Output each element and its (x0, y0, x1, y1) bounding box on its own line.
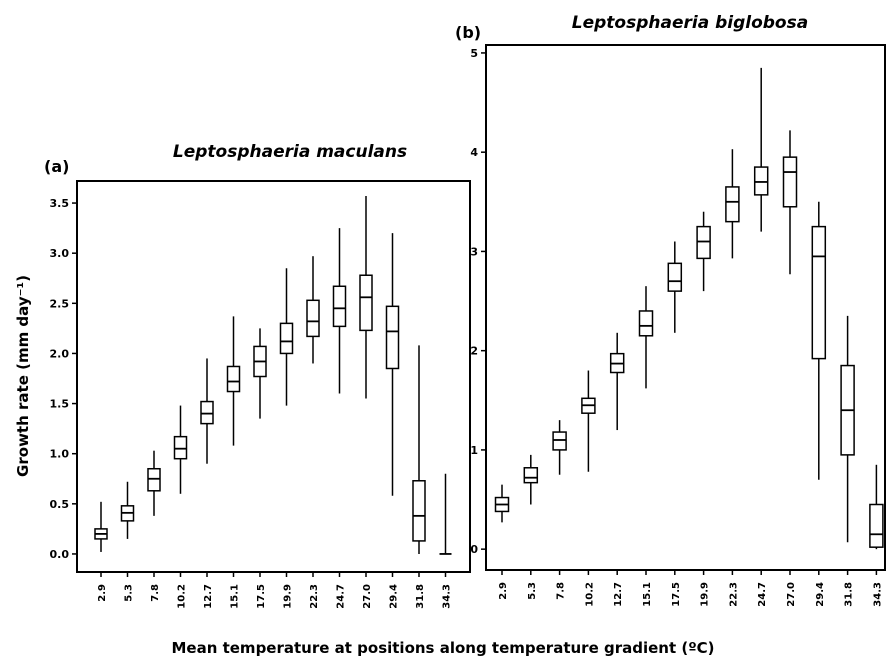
box (753, 166, 769, 196)
box (306, 299, 320, 338)
x-tick-label: 24.7 (336, 584, 347, 609)
y-tick-label: 1.5 (50, 398, 70, 411)
plot-frame (485, 44, 886, 571)
x-tick-label: 22.3 (309, 584, 320, 609)
box (332, 285, 347, 328)
box (147, 467, 161, 492)
x-tick-label: 31.8 (415, 584, 426, 609)
y-tick-label: 2.0 (50, 347, 70, 360)
x-tick-label: 2.9 (97, 584, 108, 602)
x-tick-label: 7.8 (556, 582, 567, 600)
panel-label: (b) (455, 23, 481, 42)
y-tick-label: 3.5 (50, 197, 70, 210)
x-tick-label: 5.3 (527, 582, 538, 600)
box (552, 431, 567, 451)
x-tick-label: 5.3 (124, 584, 135, 602)
x-tick-label: 31.8 (844, 582, 855, 607)
box (638, 310, 654, 337)
x-tick-label: 27.0 (786, 582, 797, 607)
x-tick-label: 10.2 (584, 582, 595, 607)
box (279, 322, 294, 355)
x-tick-label: 2.9 (498, 582, 509, 600)
panel-label: (a) (44, 157, 69, 176)
box (200, 400, 214, 425)
y-tick-label: 0.5 (50, 498, 70, 511)
box (782, 156, 798, 208)
y-tick-label: 5 (470, 47, 478, 60)
y-tick-label: 2.5 (50, 297, 70, 310)
y-tick-label: 2 (470, 345, 478, 358)
x-tick-label: 29.4 (389, 584, 400, 609)
box (226, 365, 241, 393)
x-tick-label: 27.0 (362, 584, 373, 609)
x-tick-label: 15.1 (642, 582, 653, 607)
plot-frame (76, 180, 471, 573)
x-tick-label: 19.9 (700, 582, 711, 607)
x-tick-label: 24.7 (757, 582, 768, 607)
x-tick-label: 34.3 (872, 582, 883, 607)
chart-title: Leptosphaeria biglobosa (572, 13, 808, 33)
y-tick-label: 3 (470, 245, 478, 258)
x-tick-label: 19.9 (283, 584, 294, 609)
box (359, 274, 373, 332)
y-tick-label: 4 (470, 146, 478, 159)
x-tick-label: 17.5 (671, 582, 682, 607)
y-tick-label: 0.0 (50, 548, 70, 561)
y-tick-label: 0 (470, 543, 478, 556)
box (811, 225, 827, 360)
box (173, 435, 188, 460)
x-tick-label: 34.3 (442, 584, 453, 609)
box (696, 225, 711, 260)
chart-title: Leptosphaeria maculans (173, 142, 407, 162)
x-tick-label: 7.8 (150, 584, 161, 602)
box (869, 503, 884, 548)
box (385, 305, 400, 370)
x-tick-label: 15.1 (230, 584, 241, 609)
box (412, 480, 426, 542)
y-tick-label: 3.0 (50, 247, 70, 260)
y-axis-label: Growth rate (mm day⁻¹) (14, 275, 32, 477)
x-tick-label: 17.5 (256, 584, 267, 609)
x-tick-label: 12.7 (203, 584, 214, 609)
box (725, 186, 740, 223)
y-tick-label: 1 (470, 444, 478, 457)
x-tick-label: 29.4 (815, 582, 826, 607)
box (667, 262, 683, 292)
x-tick-label: 22.3 (728, 582, 739, 607)
box (523, 467, 539, 484)
y-tick-label: 1.0 (50, 448, 70, 461)
x-axis-label: Mean temperature at positions along temp… (171, 639, 714, 657)
x-tick-label: 10.2 (177, 584, 188, 609)
x-tick-label: 12.7 (613, 582, 624, 607)
